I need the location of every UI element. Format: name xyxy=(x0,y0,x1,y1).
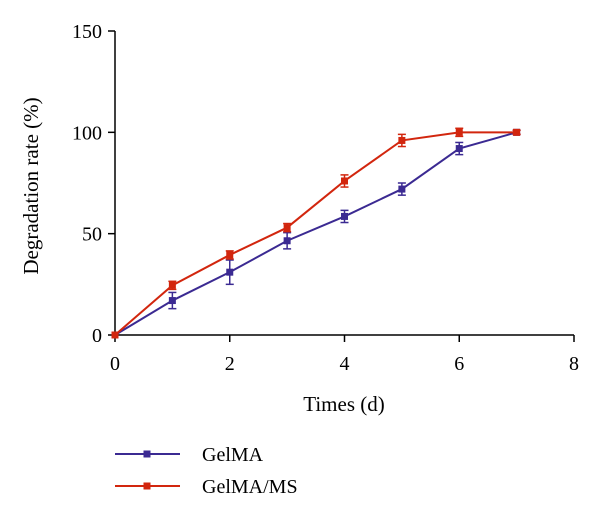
y-tick-label: 50 xyxy=(82,224,102,246)
data-point xyxy=(398,136,406,144)
data-point xyxy=(168,297,176,305)
data-point xyxy=(283,237,291,245)
data-point xyxy=(341,177,348,185)
y-ticks: 0 50 100 150 xyxy=(72,21,115,347)
data-point xyxy=(398,185,406,193)
legend-item: GelMA xyxy=(115,444,264,466)
y-axis-title: Degradation rate (%) xyxy=(19,97,43,274)
legend-item: GelMA/MS xyxy=(115,476,298,498)
x-axis-title: Times (d) xyxy=(303,392,385,416)
legend: GelMA GelMA/MS xyxy=(115,444,298,498)
x-tick-label: 2 xyxy=(225,353,235,375)
legend-marker xyxy=(143,450,151,458)
legend-label: GelMA/MS xyxy=(202,476,298,498)
series-line-gelma-ms xyxy=(114,131,517,336)
y-tick-label: 0 xyxy=(92,325,102,347)
series-layer xyxy=(111,127,521,339)
legend-marker xyxy=(143,482,151,490)
data-point xyxy=(111,331,119,339)
x-tick-label: 8 xyxy=(569,353,579,375)
x-tick-label: 6 xyxy=(454,353,464,375)
series-gelma-ms xyxy=(111,127,521,339)
data-point xyxy=(341,212,348,220)
y-tick-label: 150 xyxy=(72,21,102,43)
series-line-gelma xyxy=(114,131,517,336)
data-point xyxy=(513,128,521,136)
x-tick-label: 0 xyxy=(110,353,120,375)
legend-label: GelMA xyxy=(202,444,264,466)
data-point xyxy=(226,268,234,276)
data-point xyxy=(168,281,176,289)
data-point xyxy=(455,128,463,136)
data-point xyxy=(283,224,291,232)
series-gelma xyxy=(111,128,521,339)
x-ticks: 0 2 4 6 8 xyxy=(110,335,579,375)
x-tick-label: 4 xyxy=(340,353,350,375)
data-point xyxy=(455,145,463,153)
data-point xyxy=(226,251,234,259)
y-tick-label: 100 xyxy=(72,122,102,144)
